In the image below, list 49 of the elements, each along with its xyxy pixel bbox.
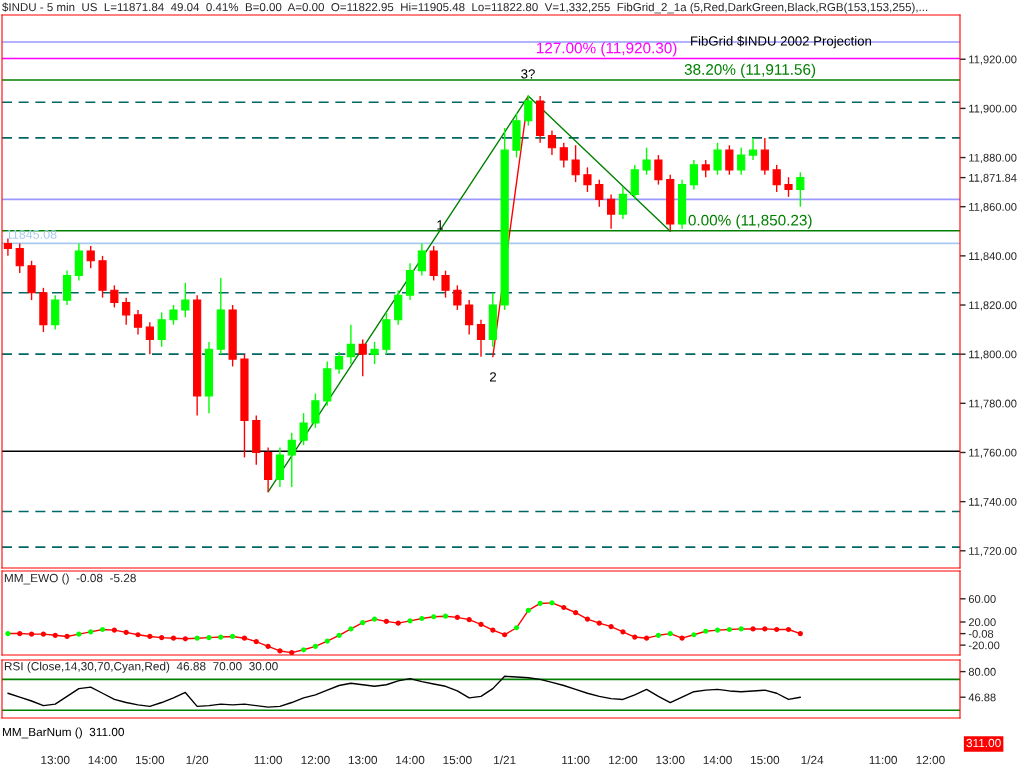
y-tick-label: -0.08: [968, 629, 994, 638]
x-tick-label: 13:00: [41, 755, 70, 765]
y-tick-label: 11,920.00: [969, 55, 1017, 65]
y-tick-label: 80.00: [968, 667, 996, 676]
text: 311.00: [966, 738, 1001, 748]
text: MM_BarNum () 311.00: [2, 727, 125, 739]
y-tick-label: 11,720.00: [969, 547, 1017, 557]
x-tick-label: 12:00: [301, 755, 330, 765]
x-tick-label: 11:00: [562, 755, 590, 765]
y-tick-label: 46.88: [968, 693, 996, 702]
x-tick-label: 14:00: [88, 755, 117, 765]
x-tick-label: 11:00: [869, 755, 897, 765]
x-tick-label: 15:00: [443, 755, 472, 765]
annotation: 1: [437, 220, 444, 230]
x-tick-label: 11:00: [254, 755, 282, 765]
x-tick-label: 13:00: [348, 755, 378, 765]
y-tick-label: 11,740.00: [969, 497, 1017, 508]
x-tick-label: 12:00: [609, 755, 638, 765]
ref-line-label: 11845.08: [6, 229, 57, 239]
chart-title: RSI (Close,14,30,70,Cyan,Red) 46.88 70.00 30.00: [4, 661, 278, 673]
y-tick-label: 11,800.00: [969, 350, 1017, 360]
ref-line-label: 0.00% (11,850.23): [688, 214, 812, 229]
y-tick-label: 11,760.00: [969, 448, 1017, 458]
y-tick-label: 11,840.00: [969, 252, 1017, 262]
x-tick-label: 15:00: [135, 755, 165, 765]
x-tick-label: 13:00: [656, 755, 685, 765]
x-tick-label: 1/24: [801, 755, 824, 765]
x-tick-label: 12:00: [916, 755, 945, 765]
y-tick-label: 11,900.00: [969, 104, 1017, 114]
ref-line-label: 38.20% (11,911.56): [684, 63, 816, 78]
y-tick-label: -20.00: [968, 641, 1000, 650]
x-tick-label: 14:00: [703, 755, 732, 765]
ref-line-label: 127.00% (11,920.30): [536, 42, 677, 57]
annotation: 2: [490, 372, 497, 382]
y-tick-label: 11,860.00: [969, 202, 1017, 213]
chart-title: $INDU - 5 min US L=11871.84 49.04 0.41% B=0.00 A=0.00 O=11822.95 Hi=11905.48 Lo=11822.80 V=1,332,255 FibGrid_2_1a (5,Red,DarkGreen,Black,RGB(153,153,255),...: [2, 2, 928, 14]
y-tick-label: 11,820.00: [969, 301, 1017, 311]
annotation: 3?: [521, 69, 535, 79]
x-tick-label: 1/20: [186, 755, 209, 765]
y-tick-label: 60.00: [968, 595, 996, 603]
y-tick-label: 20.00: [968, 618, 996, 627]
x-tick-label: 1/21: [494, 755, 516, 765]
annotation: FibGrid $INDU 2002 Projection: [691, 35, 872, 49]
x-tick-label: 15:00: [750, 755, 780, 765]
y-tick-label: 11,871.84: [969, 173, 1017, 184]
y-tick-label: 11,880.00: [969, 153, 1017, 163]
x-tick-label: 14:00: [396, 755, 425, 765]
chart-title: MM_EWO () -0.08 -5.28: [4, 573, 136, 585]
y-tick-label: 11,780.00: [969, 399, 1017, 409]
